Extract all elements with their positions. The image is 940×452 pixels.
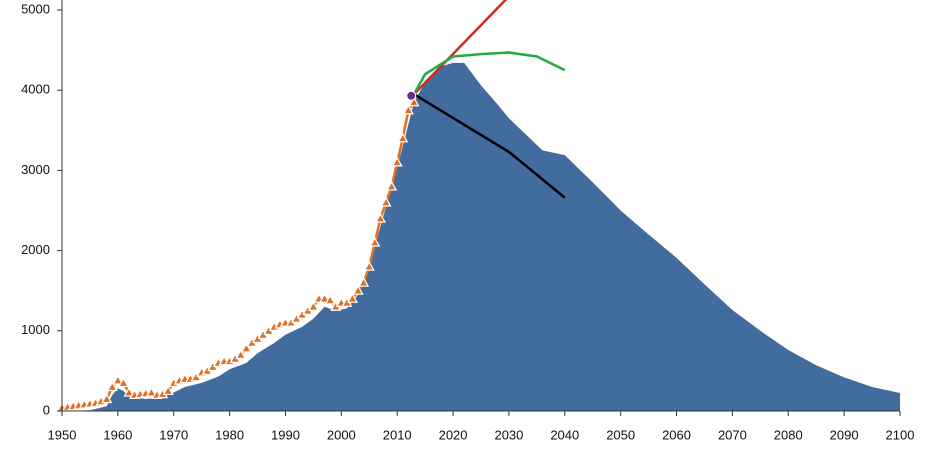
x-tick-label: 1960 [103,427,132,442]
y-tick-label: 2000 [21,242,50,257]
marker [117,377,129,388]
marker [363,260,375,271]
x-tick-label: 1950 [48,427,77,442]
marker [408,96,420,107]
line [413,0,508,96]
x-tick-label: 2100 [886,427,915,442]
x-tick-label: 2030 [494,427,523,442]
marker [386,180,398,191]
marker [406,90,417,101]
line [412,51,566,95]
marker [324,294,336,305]
marker [162,385,174,396]
marker [106,381,118,392]
x-tick-label: 1970 [159,427,188,442]
marker [391,156,403,167]
marker [397,132,409,143]
marker [402,104,414,115]
marker [112,374,124,385]
marker [101,393,113,404]
line [413,93,566,199]
marker [358,276,370,287]
y-tick-label: 1000 [21,322,50,337]
plot-area [56,0,900,412]
marker [369,236,381,247]
y-tick-label: 0 [43,402,50,417]
x-tick-label: 2080 [774,427,803,442]
x-tick-label: 2060 [662,427,691,442]
y-tick-label: 4000 [21,82,50,97]
x-tick-label: 2070 [718,427,747,442]
x-tick-label: 2040 [550,427,579,442]
marker [352,284,364,295]
marker [319,292,331,303]
marker [374,212,386,223]
x-tick-label: 2000 [327,427,356,442]
y-tick-label: 5000 [21,1,50,16]
x-tick-label: 2010 [383,427,412,442]
x-tick-label: 1980 [215,427,244,442]
x-tick-label: 2090 [830,427,859,442]
x-tick-label: 1990 [271,427,300,442]
marker [123,386,135,397]
x-tick-label: 2020 [439,427,468,442]
marker [380,196,392,207]
marker [307,301,319,311]
x-tick-label: 2050 [606,427,635,442]
marker [190,371,202,382]
area [62,62,900,411]
marker [240,342,252,353]
marker [346,292,359,303]
marker [145,386,157,397]
y-tick-label: 3000 [21,162,50,177]
marker [235,349,247,359]
axes: 0 1000 2000 3000 4000 5000 1950 1960 1970 1980 199… [21,0,914,442]
